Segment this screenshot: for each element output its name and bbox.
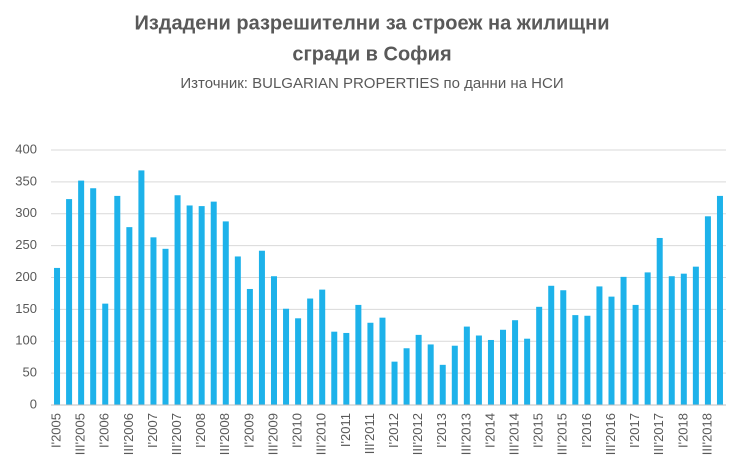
x-tick-label: III'2008 [217,413,232,455]
bar [608,296,615,405]
bar [331,331,338,405]
bar [500,329,507,405]
x-tick-label: III'2009 [265,413,280,455]
bar [114,195,121,405]
x-tick-label: I'2009 [241,413,256,448]
x-tick-label: III'2010 [314,413,329,455]
x-tick-label: I'2015 [531,413,546,448]
bar [536,306,543,405]
bar [487,339,494,405]
y-tick-label: 0 [30,396,37,411]
bar [174,195,181,405]
x-tick-label: I'2005 [48,413,63,448]
bar [126,227,133,405]
x-tick-label: III'2011 [362,413,377,454]
y-tick-label: 150 [15,301,37,316]
x-tick-label: III'2014 [507,413,522,455]
x-tick-label: I'2007 [145,413,160,448]
bar [162,248,169,405]
bar [668,276,675,405]
bar [524,338,531,405]
bar [692,266,699,405]
bar [343,332,350,405]
bar [270,276,277,405]
bar [307,298,314,405]
bar [415,334,422,405]
x-tick-label: III'2013 [458,413,473,455]
bar [584,315,591,405]
bar [78,180,85,405]
bar [644,272,651,405]
bar [295,318,302,405]
bar [198,206,205,405]
bar [596,286,603,405]
x-tick-label: III'2005 [73,413,88,455]
bar [463,326,470,405]
bar [234,256,241,405]
chart-title: Издадени разрешителни за строеж на жилищ… [134,12,609,34]
bar [632,304,639,405]
x-tick-label: III'2016 [603,413,618,455]
bar [367,322,374,405]
x-tick-label: I'2010 [290,413,305,448]
y-tick-label: 250 [15,237,37,252]
bar [391,361,398,405]
y-tick-label: 350 [15,173,37,188]
x-tick-label: I'2013 [434,413,449,448]
bar [379,317,386,405]
bar [186,205,193,405]
x-tick-label: III'2007 [169,413,184,455]
bar [258,250,265,405]
x-tick-label: III'2018 [699,413,714,455]
bar [222,221,229,405]
bar [548,285,555,405]
bar [210,201,217,405]
bar [716,195,723,405]
y-tick-label: 50 [23,365,37,380]
y-tick-label: 300 [15,205,37,220]
bar [246,288,253,405]
bar [512,320,519,405]
bar [66,199,73,405]
x-tick-label: III'2015 [555,413,570,455]
chart-title: сгради в София [292,43,451,65]
bar [283,308,290,405]
y-tick-label: 400 [15,141,37,156]
bar [427,344,434,405]
x-tick-label: I'2006 [97,413,112,448]
bar [475,335,482,405]
bar [451,345,458,405]
bar [439,364,446,405]
bar [54,267,61,405]
bar [150,237,157,405]
x-tick-label: I'2008 [193,413,208,448]
x-tick-label: III'2017 [651,413,666,455]
bar [319,289,326,405]
x-tick-label: I'2012 [386,413,401,448]
y-tick-label: 200 [15,269,37,284]
x-tick-label: I'2018 [675,413,690,448]
y-tick-label: 100 [15,333,37,348]
x-tick-label: I'2011 [338,413,353,447]
bar [656,237,663,405]
x-tick-label: I'2017 [627,413,642,448]
x-tick-label: III'2012 [410,413,425,455]
chart-subtitle: Източник: BULGARIAN PROPERTIES по данни … [180,75,563,92]
bar [403,348,410,405]
bar [138,170,145,405]
x-tick-label: III'2006 [121,413,136,455]
bar [572,315,579,405]
bar [355,304,362,405]
x-tick-label: I'2014 [482,413,497,448]
bar [680,273,687,405]
bar [560,290,567,405]
bar [102,303,109,405]
bar [704,216,711,405]
bar [90,188,97,405]
bar [620,276,627,405]
x-tick-label: I'2016 [579,413,594,448]
